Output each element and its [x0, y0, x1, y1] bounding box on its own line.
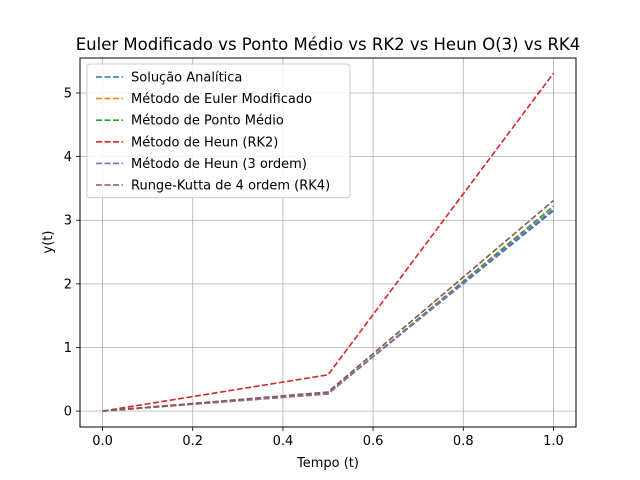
series-line-4 [102, 72, 555, 412]
legend: Solução Analítica Método de Euler Modific… [86, 63, 351, 199]
y-tick-label: 2 [64, 277, 72, 292]
legend-label: Método de Heun (RK2) [131, 135, 278, 150]
legend-label: Método de Ponto Médio [131, 114, 284, 129]
y-axis-ticks: 0 1 2 3 4 5 [64, 86, 80, 420]
y-tick-label: 0 [64, 405, 72, 420]
legend-label: Método de Heun (3 ordem) [131, 157, 307, 172]
y-tick-label: 5 [64, 86, 72, 101]
chart-title: Euler Modificado vs Ponto Médio vs RK2 v… [76, 35, 581, 54]
x-tick-label: 0.2 [182, 434, 203, 449]
legend-label: Método de Euler Modificado [131, 92, 312, 107]
series-line-5 [102, 208, 554, 412]
x-tick-label: 0.6 [363, 434, 384, 449]
x-tick-label: 0.4 [273, 434, 294, 449]
legend-label: Runge-Kutta de 4 ordem (RK4) [131, 179, 330, 194]
y-tick-label: 3 [64, 214, 72, 229]
plot-frame [79, 57, 577, 428]
legend-label: Solução Analítica [131, 71, 242, 86]
y-tick-label: 4 [64, 150, 72, 165]
y-tick-label: 1 [64, 341, 72, 356]
x-axis-ticks: 0.0 0.2 0.4 0.6 0.8 1.0 [92, 427, 564, 449]
y-axis-label: y(t) [41, 231, 56, 254]
x-tick-label: 0.0 [92, 434, 113, 449]
x-tick-label: 1.0 [543, 434, 564, 449]
x-tick-label: 0.8 [453, 434, 474, 449]
series-line-6 [102, 199, 554, 412]
series-lines [102, 72, 555, 412]
legend-box [86, 63, 351, 199]
x-axis-label: Tempo (t) [296, 456, 359, 471]
